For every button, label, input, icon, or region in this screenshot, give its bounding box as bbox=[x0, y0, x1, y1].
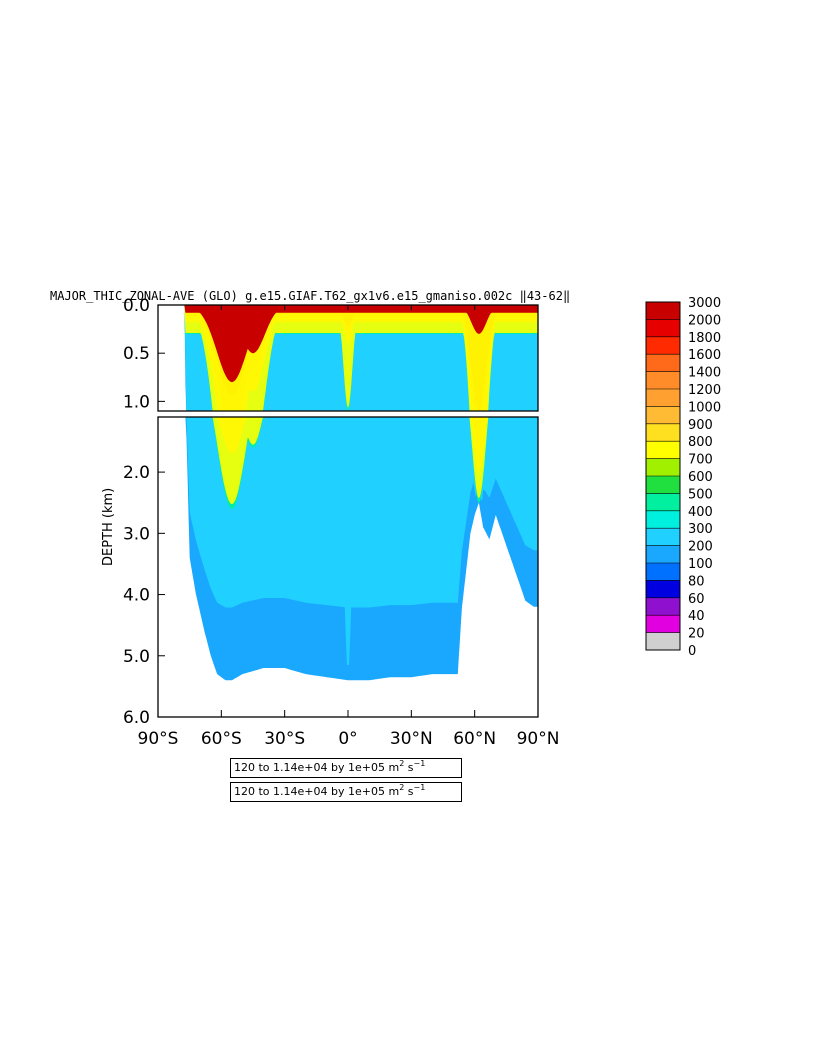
y-tick-label: 5.0 bbox=[123, 647, 150, 667]
colorbar-label: 600 bbox=[688, 470, 713, 485]
colorbar-swatch bbox=[646, 493, 680, 512]
x-tick-label: 90°N bbox=[517, 729, 560, 749]
colorbar-label: 500 bbox=[688, 487, 713, 502]
colorbar-swatch bbox=[646, 423, 680, 442]
colorbar-swatch bbox=[646, 458, 680, 477]
colorbar-label: 3000 bbox=[688, 296, 721, 311]
contour-info-box-1: 120 to 1.14e+04 by 1e+05 m2 s−1 bbox=[230, 758, 462, 778]
colorbar-swatch bbox=[646, 371, 680, 390]
colorbar-label: 2000 bbox=[688, 313, 721, 328]
upper-panel bbox=[183, 305, 538, 411]
colorbar-label: 400 bbox=[688, 505, 713, 520]
contour-info-unit: s bbox=[404, 785, 414, 798]
colorbar-label: 1600 bbox=[688, 348, 721, 363]
y-axis-label: DEPTH (km) bbox=[101, 488, 116, 566]
contour-info-unit: s bbox=[404, 761, 414, 774]
colorbar-frame bbox=[645, 301, 681, 651]
contour-info-sup: 2 bbox=[399, 759, 405, 768]
colorbar-swatch bbox=[646, 545, 680, 564]
colorbar-label: 40 bbox=[688, 609, 705, 624]
y-tick-label: 2.0 bbox=[123, 463, 150, 483]
lower-panel bbox=[183, 417, 538, 681]
colorbar-label: 0 bbox=[688, 644, 696, 659]
colorbar-swatch bbox=[646, 580, 680, 599]
contour-info-text: 120 to 1.14e+04 by 1e+05 m bbox=[234, 785, 400, 798]
x-tick-label: 30°S bbox=[264, 729, 305, 749]
heatmap-layer bbox=[183, 417, 538, 665]
x-tick-label: 60°S bbox=[201, 729, 242, 749]
colorbar-label: 200 bbox=[688, 540, 713, 555]
y-tick-label: 6.0 bbox=[123, 708, 150, 728]
colorbar-swatch bbox=[646, 632, 680, 651]
colorbar-swatch bbox=[646, 406, 680, 425]
colorbar-label: 20 bbox=[688, 627, 705, 642]
colorbar-label: 1400 bbox=[688, 366, 721, 381]
colorbar-swatch bbox=[646, 615, 680, 633]
colorbar-label: 700 bbox=[688, 453, 713, 468]
colorbar-label: 60 bbox=[688, 592, 705, 607]
contour-info-sup: −1 bbox=[413, 759, 426, 768]
colorbar-label: 900 bbox=[688, 418, 713, 433]
x-tick-label: 30°N bbox=[390, 729, 433, 749]
contour-info-box-2: 120 to 1.14e+04 by 1e+05 m2 s−1 bbox=[230, 782, 462, 802]
colorbar-swatch bbox=[646, 528, 680, 546]
colorbar-label: 800 bbox=[688, 435, 713, 450]
colorbar-label: 1200 bbox=[688, 383, 721, 398]
colorbar-label: 1000 bbox=[688, 400, 721, 415]
colorbar: 3000200018001600140012001000900800700600… bbox=[645, 296, 721, 659]
colorbar-label: 1800 bbox=[688, 331, 721, 346]
colorbar-label: 80 bbox=[688, 574, 705, 589]
colorbar-swatch bbox=[646, 563, 680, 581]
heatmap-band bbox=[183, 417, 538, 505]
contour-info-sup: −1 bbox=[413, 783, 426, 792]
colorbar-label: 300 bbox=[688, 522, 713, 537]
colorbar-swatch bbox=[646, 476, 680, 494]
colorbar-swatch bbox=[646, 441, 680, 459]
contour-info-text: 120 to 1.14e+04 by 1e+05 m bbox=[234, 761, 400, 774]
heatmap-layer bbox=[183, 305, 538, 383]
colorbar-swatch bbox=[646, 354, 680, 372]
chart-title: MAJOR_THIC_ZONAL-AVE (GLO) g.e15.GIAF.T6… bbox=[50, 289, 570, 303]
colorbar-swatch bbox=[646, 336, 680, 355]
colorbar-swatch bbox=[646, 302, 680, 320]
x-tick-label: 60°N bbox=[453, 729, 496, 749]
colorbar-swatch bbox=[646, 319, 680, 338]
colorbar-swatch bbox=[646, 510, 680, 529]
colorbar-swatch bbox=[646, 389, 680, 407]
x-tick-label: 0° bbox=[338, 729, 357, 749]
y-tick-label: 3.0 bbox=[123, 524, 150, 544]
y-tick-label: 1.0 bbox=[123, 392, 150, 412]
colorbar-label: 100 bbox=[688, 557, 713, 572]
y-tick-label: 0.0 bbox=[123, 296, 150, 316]
heatmap-band bbox=[183, 305, 538, 411]
colorbar-swatch bbox=[646, 597, 680, 616]
y-tick-label: 4.0 bbox=[123, 586, 150, 606]
contour-info-sup: 2 bbox=[399, 783, 405, 792]
x-tick-label: 90°S bbox=[138, 729, 179, 749]
axes: 0.0 0.5 1.0 2.0 3.0 4.0 5.0 6.090°S 60°S 30°S 0° 30… bbox=[123, 296, 559, 749]
y-tick-label: 0.5 bbox=[123, 344, 150, 364]
